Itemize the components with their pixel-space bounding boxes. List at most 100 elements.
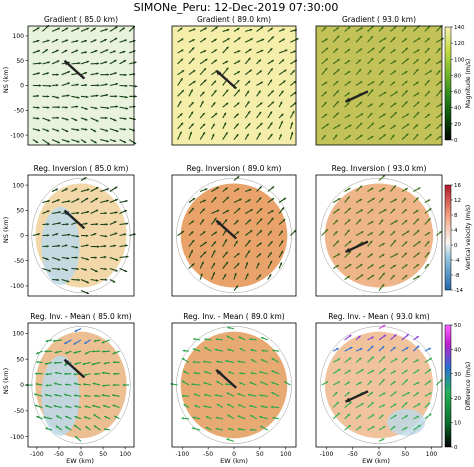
wind-arrow [413, 187, 421, 192]
colorbar-label: Magnitude (m/s) [465, 59, 472, 108]
wind-arrow [204, 346, 212, 352]
wind-arrow [321, 26, 327, 32]
wind-arrow [378, 242, 386, 247]
wind-arrow [199, 131, 206, 140]
wind-arrow [84, 405, 91, 409]
x-tick-label: 100 [426, 451, 438, 458]
wind-arrow [51, 211, 62, 215]
wind-arrow [267, 186, 275, 192]
x-tick-label: -100 [30, 451, 44, 458]
wind-arrow [237, 393, 246, 397]
wind-arrow [119, 244, 128, 248]
wind-arrow [390, 70, 397, 76]
wind-arrow [355, 218, 362, 225]
wind-arrow [203, 393, 212, 397]
wind-arrow [321, 47, 329, 54]
colorbar-tick-label: 0 [454, 243, 458, 249]
wind-arrow [177, 89, 185, 97]
wind-arrow [233, 27, 240, 32]
wind-arrow [344, 102, 350, 108]
wind-arrow [84, 394, 91, 398]
wind-arrow [401, 426, 408, 431]
wind-arrow [278, 90, 284, 97]
wind-arrow [401, 274, 408, 280]
wind-arrow [42, 256, 49, 261]
wind-arrow [413, 415, 420, 420]
wind-arrow [71, 105, 79, 108]
wind-arrow [52, 116, 60, 120]
wind-arrow [188, 231, 194, 236]
colorbar-tick-label: 12 [454, 198, 461, 204]
wind-arrow [401, 187, 409, 192]
colorbar-tick-label: 40 [454, 347, 461, 353]
wind-arrow [211, 80, 217, 86]
wind-arrow [177, 49, 184, 54]
wind-arrow [344, 59, 351, 65]
wind-arrow [80, 27, 90, 32]
panel-frame [171, 25, 297, 146]
wind-arrow [119, 84, 128, 88]
wind-arrow [71, 83, 79, 87]
wind-arrow [233, 70, 241, 76]
wind-arrow [245, 188, 252, 193]
wind-arrow [191, 383, 201, 386]
wind-arrow [244, 273, 249, 280]
wind-arrow [267, 59, 275, 65]
wind-arrow [390, 230, 396, 236]
colorbar-gradient [444, 324, 452, 448]
wind-arrow [177, 38, 184, 43]
wind-arrow [205, 426, 212, 431]
wind-arrow [101, 394, 110, 397]
wind-arrow [412, 68, 419, 76]
wind-arrow [256, 38, 265, 43]
wind-arrow [267, 67, 274, 76]
wind-arrow [289, 122, 294, 129]
wind-arrow [390, 414, 397, 420]
wind-arrow [33, 393, 43, 397]
wind-arrow [344, 381, 351, 386]
wind-arrow [188, 123, 195, 130]
y-axis-label: NS (km) [2, 67, 10, 93]
wind-arrow [390, 198, 398, 203]
wind-arrow [90, 39, 97, 43]
wind-arrow [267, 197, 275, 203]
wind-arrow [73, 339, 82, 345]
wind-arrow [51, 222, 61, 226]
mean-wind-arrow [345, 90, 369, 103]
wind-arrow [52, 278, 60, 282]
wind-arrow [204, 371, 212, 375]
wind-arrow [278, 101, 283, 108]
wind-arrow [290, 80, 297, 86]
wind-arrow [188, 80, 196, 86]
wind-arrow [83, 373, 91, 376]
colorbar-tick-label: -8 [454, 273, 460, 279]
wind-arrow [109, 267, 118, 272]
wind-arrow [71, 62, 81, 65]
wind-arrow [289, 229, 297, 236]
wind-arrow [80, 39, 88, 43]
colorbar-tick-label: 10 [454, 421, 461, 427]
wind-arrow [435, 123, 443, 130]
wind-arrow [211, 38, 217, 43]
wind-arrow [401, 333, 410, 341]
wind-arrow [188, 28, 196, 32]
wind-arrow [80, 210, 90, 215]
wind-arrow [61, 27, 69, 32]
colorbar-tick-label: 8 [454, 213, 458, 219]
wind-arrow [211, 217, 217, 225]
wind-arrow [401, 197, 407, 203]
wind-arrow [199, 112, 206, 119]
wind-arrow [91, 350, 101, 353]
wind-arrow [90, 62, 99, 65]
wind-arrow [267, 27, 274, 32]
wind-arrow [71, 188, 78, 192]
wind-arrow [267, 240, 273, 247]
wind-arrow [245, 198, 251, 203]
wind-arrow [119, 27, 126, 32]
wind-arrow [355, 27, 364, 32]
wind-arrow [32, 117, 40, 120]
wind-arrow [74, 435, 82, 442]
wind-arrow [199, 50, 207, 54]
wind-arrow [80, 244, 89, 248]
wind-arrow [52, 244, 61, 248]
